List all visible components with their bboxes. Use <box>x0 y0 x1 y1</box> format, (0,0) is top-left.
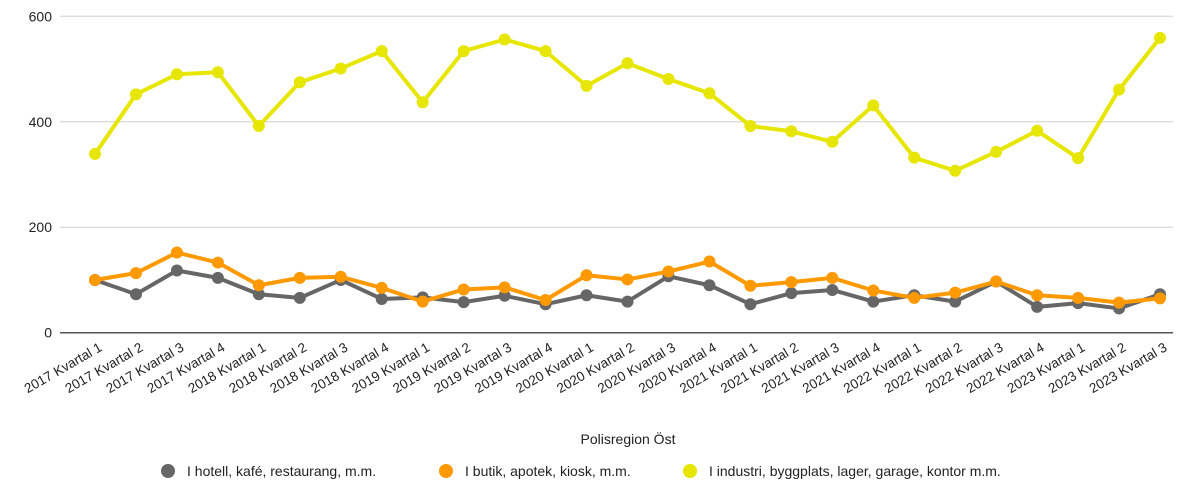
data-point <box>334 270 347 283</box>
legend-label: I industri, byggplats, lager, garage, ko… <box>709 463 1001 479</box>
data-point <box>908 151 921 164</box>
data-point <box>621 295 634 308</box>
data-point <box>170 246 183 259</box>
data-point <box>1072 152 1085 165</box>
legend: I hotell, kafé, restaurang, m.m. I butik,… <box>161 463 1001 479</box>
data-point <box>949 286 962 299</box>
data-point <box>89 273 101 286</box>
legend-item: I hotell, kafé, restaurang, m.m. <box>161 463 376 479</box>
data-point <box>129 288 142 301</box>
data-point <box>621 273 634 286</box>
legend-item: I industri, byggplats, lager, garage, ko… <box>683 463 1001 479</box>
series-2 <box>89 31 1166 177</box>
data-point <box>1031 300 1044 313</box>
y-axis-ticks: 0 200 400 600 <box>29 8 53 340</box>
data-point <box>662 265 675 278</box>
x-axis-title: Polisregion Öst <box>581 430 676 447</box>
gridlines <box>60 15 1173 334</box>
data-point <box>621 57 634 70</box>
data-point <box>293 271 306 284</box>
data-point <box>457 296 470 309</box>
data-point <box>170 68 183 81</box>
data-point <box>457 283 470 296</box>
data-point <box>703 87 716 100</box>
data-point <box>252 288 265 301</box>
data-point <box>826 283 839 296</box>
data-point <box>129 267 142 280</box>
data-point <box>867 284 880 297</box>
data-point <box>949 164 962 177</box>
data-point <box>949 295 962 308</box>
data-point <box>1113 296 1126 309</box>
data-point <box>293 76 306 89</box>
data-point <box>89 147 101 160</box>
data-point <box>211 271 224 284</box>
data-point <box>498 289 511 302</box>
legend-marker-icon <box>439 464 453 478</box>
data-point <box>211 66 224 79</box>
legend-item: I butik, apotek, kiosk, m.m. <box>439 463 631 479</box>
data-point <box>744 298 757 311</box>
data-point <box>1154 292 1166 305</box>
y-tick-label: 600 <box>29 8 53 24</box>
data-point <box>375 45 388 58</box>
data-point <box>375 292 388 305</box>
data-point <box>375 281 388 294</box>
data-point <box>170 264 183 277</box>
data-point <box>908 291 921 304</box>
data-point <box>990 145 1003 158</box>
data-point <box>744 279 757 292</box>
data-point <box>416 96 429 109</box>
data-point <box>211 256 224 269</box>
legend-label: I hotell, kafé, restaurang, m.m. <box>187 463 376 479</box>
series-1 <box>89 246 1166 309</box>
data-point <box>785 125 798 138</box>
data-point <box>990 275 1003 288</box>
data-point <box>416 295 429 308</box>
legend-label: I butik, apotek, kiosk, m.m. <box>465 463 631 479</box>
data-point <box>1031 289 1044 302</box>
data-point <box>1031 124 1044 137</box>
data-point <box>580 289 593 302</box>
data-point <box>252 279 265 292</box>
legend-marker-icon <box>161 464 175 478</box>
data-point <box>293 291 306 304</box>
y-tick-label: 400 <box>29 114 53 130</box>
data-point <box>785 276 798 289</box>
data-point <box>744 119 757 132</box>
data-point <box>826 135 839 148</box>
data-point <box>539 45 552 58</box>
data-point <box>1113 83 1126 96</box>
y-tick-label: 200 <box>29 219 53 235</box>
data-point <box>785 287 798 300</box>
data-point <box>1154 31 1166 44</box>
data-point <box>703 279 716 292</box>
data-point <box>826 271 839 284</box>
data-point <box>1072 291 1085 304</box>
data-point <box>580 79 593 92</box>
data-point <box>580 269 593 282</box>
series-lines <box>89 31 1166 315</box>
data-point <box>539 294 552 307</box>
data-point <box>129 88 142 101</box>
y-tick-label: 0 <box>44 325 52 341</box>
data-point <box>662 73 675 86</box>
data-point <box>252 119 265 132</box>
legend-marker-icon <box>683 464 697 478</box>
series-0 <box>89 264 1166 315</box>
data-point <box>703 255 716 268</box>
data-point <box>334 62 347 75</box>
data-point <box>498 33 511 46</box>
data-point <box>457 45 470 58</box>
data-point <box>867 295 880 308</box>
data-point <box>867 99 880 112</box>
data-point <box>498 281 511 294</box>
